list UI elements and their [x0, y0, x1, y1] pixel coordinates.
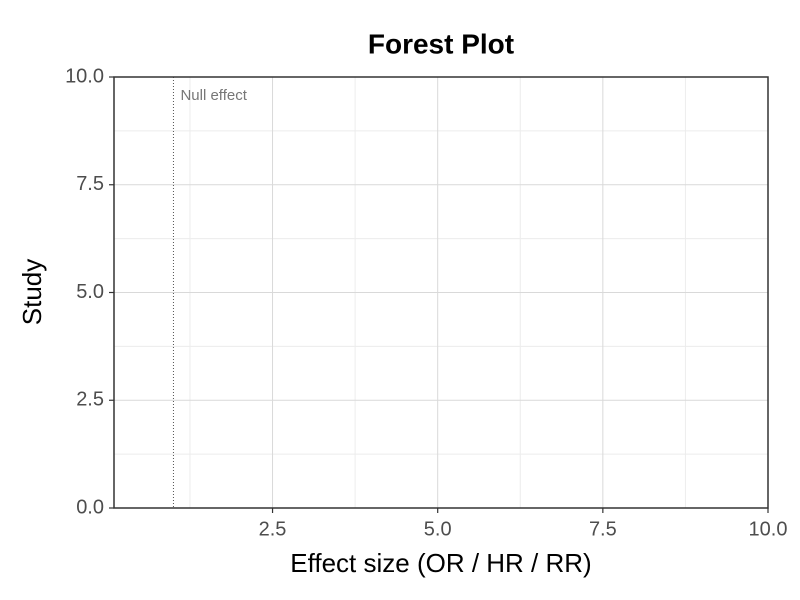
panel-border [113, 76, 769, 509]
y-tick-label: 10.0 [65, 65, 104, 87]
null-line-label: Null effect [180, 87, 247, 104]
y-tick-label: 5.0 [76, 281, 104, 303]
y-tick-label: 0.0 [76, 496, 104, 518]
chart-title: Forest Plot [368, 28, 514, 59]
x-axis-label: Effect size (OR / HR / RR) [290, 548, 591, 578]
x-tick-label: 5.0 [424, 518, 452, 540]
y-tick-label: 7.5 [76, 173, 104, 195]
y-axis-label: Study [17, 259, 47, 326]
x-tick-label: 7.5 [589, 518, 617, 540]
x-tick-label: 2.5 [259, 518, 287, 540]
y-tick-label: 2.5 [76, 389, 104, 411]
x-tick-label: 10.0 [749, 518, 788, 540]
